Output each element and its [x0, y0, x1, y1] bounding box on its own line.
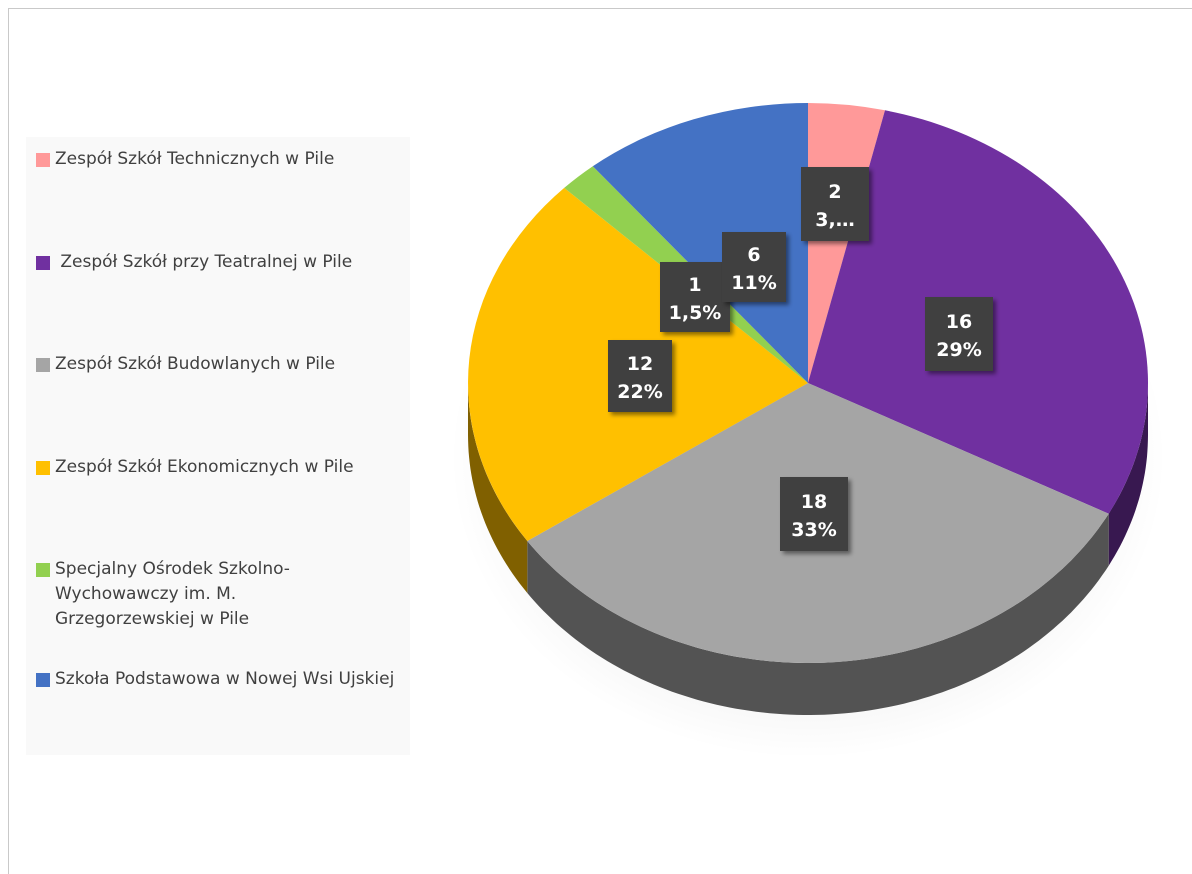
- data-label-percent: 22%: [617, 381, 662, 403]
- data-label-percent: 3,…: [815, 209, 854, 231]
- data-label-value: 1: [688, 274, 701, 296]
- data-label-value: 16: [946, 311, 972, 333]
- data-label: 1 1,5%: [660, 262, 730, 332]
- data-label-value: 12: [627, 353, 653, 375]
- data-label-percent: 11%: [731, 272, 776, 294]
- data-label: 611%: [722, 232, 786, 302]
- data-label-value: 2: [828, 181, 841, 203]
- data-label-value: 18: [801, 491, 827, 513]
- data-label-percent: 33%: [791, 519, 836, 541]
- data-label: 23,…: [801, 167, 869, 241]
- data-label-value: 6: [747, 244, 760, 266]
- data-label-percent: 1,5%: [669, 302, 722, 324]
- data-label-percent: 29%: [936, 339, 981, 361]
